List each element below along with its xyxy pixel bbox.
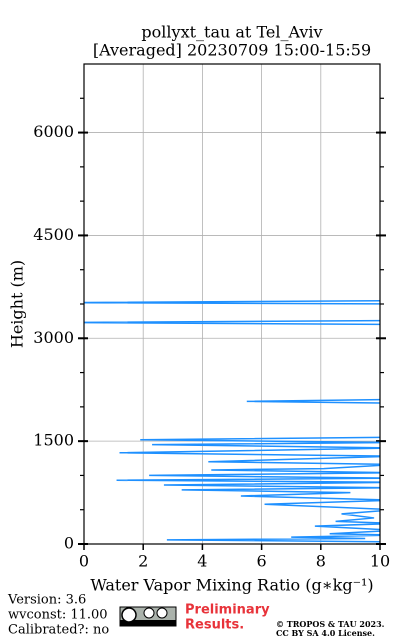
x-axis-label: Water Vapor Mixing Ratio (g∗kg⁻¹) [90,576,373,595]
x-tick-label: 6 [257,552,267,571]
copyright: © TROPOS & TAU 2023. [276,619,385,629]
y-tick-label: 4500 [33,225,74,244]
version: Version: 3.6 [7,593,86,608]
x-tick-label: 10 [370,552,390,571]
calibrated: Calibrated?: no [8,623,109,638]
y-tick-label: 3000 [33,328,74,347]
y-tick-label: 0 [64,534,74,553]
y-axis-label: Height (m) [8,260,27,348]
preliminary: Results. [185,618,244,633]
chart-title: pollyxt_tau at Tel_Aviv [141,23,322,42]
y-tick-label: 6000 [33,122,74,141]
preliminary: Preliminary [185,603,270,618]
plot-frame [83,63,381,545]
cc-badge [119,606,177,627]
y-tick-label: 1500 [33,431,74,450]
profile-line [84,299,380,543]
x-tick-label: 8 [316,552,326,571]
chart-subtitle: [Averaged] 20230709 15:00-15:59 [93,41,371,60]
x-tick-label: 2 [138,552,148,571]
plot-area [84,299,380,543]
x-tick-label: 4 [197,552,207,571]
license: CC BY SA 4.0 License. [276,628,375,638]
wvconst: wvconst: 11.00 [8,608,108,623]
x-tick-label: 0 [79,552,89,571]
